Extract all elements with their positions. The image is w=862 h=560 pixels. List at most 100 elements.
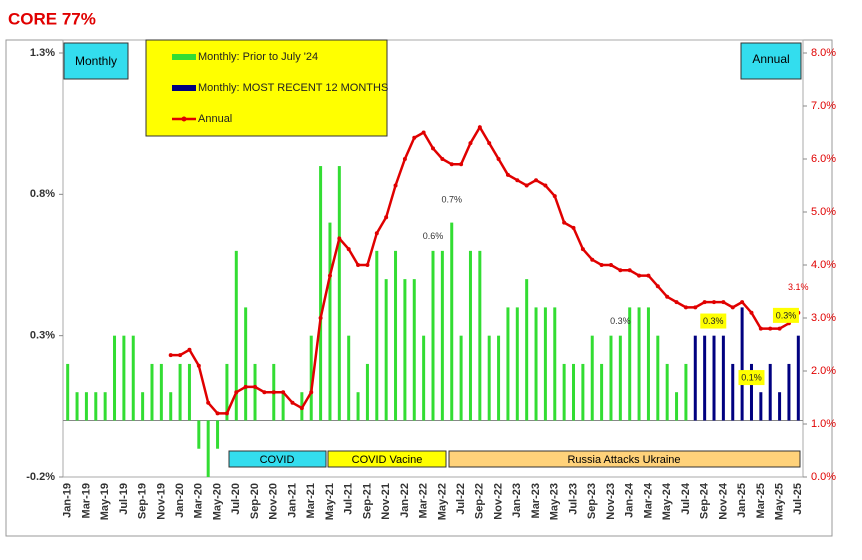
- period-label: Russia Attacks Ukraine: [567, 454, 680, 466]
- annual-point: [421, 130, 426, 135]
- bar: [665, 363, 669, 421]
- bar: [187, 363, 191, 421]
- annual-point: [206, 400, 211, 405]
- bar: [506, 307, 510, 421]
- bar: [693, 335, 697, 421]
- x-tick-label: May-25: [773, 483, 785, 520]
- y-tick-label: -0.2%: [26, 471, 55, 483]
- bar: [412, 279, 416, 421]
- annual-point: [534, 178, 539, 183]
- annual-point: [477, 125, 482, 130]
- annual-point: [281, 390, 286, 395]
- annual-point: [459, 162, 464, 167]
- bar: [450, 222, 454, 421]
- x-tick-label: Sep-23: [586, 483, 598, 519]
- y2-tick-label: 6.0%: [811, 153, 836, 165]
- legend-swatch: [172, 54, 196, 60]
- bar: [712, 335, 716, 421]
- x-tick-label: Nov-19: [155, 483, 167, 520]
- bar: [478, 250, 482, 421]
- annual-point: [487, 141, 492, 146]
- x-tick-label: Mar-21: [305, 483, 317, 518]
- bar: [459, 335, 463, 421]
- annual-point: [318, 316, 323, 320]
- x-tick-label: Mar-22: [418, 483, 430, 518]
- bar: [684, 363, 688, 421]
- annual-point: [683, 305, 688, 310]
- bar: [422, 335, 426, 421]
- annual-point: [702, 300, 707, 305]
- bar: [590, 335, 594, 421]
- annual-point: [665, 294, 670, 299]
- y2-tick-label: 8.0%: [811, 47, 836, 59]
- x-tick-label: May-23: [549, 483, 561, 520]
- annual-point: [356, 263, 361, 267]
- period-label: COVID: [260, 454, 295, 466]
- bar: [487, 335, 491, 421]
- legend-swatch: [181, 116, 187, 122]
- annual-point: [262, 390, 267, 395]
- y2-tick-label: 2.0%: [811, 365, 836, 377]
- bar: [84, 392, 88, 421]
- annual-point: [234, 390, 239, 395]
- annual-point: [374, 231, 379, 236]
- x-tick-label: Sep-19: [137, 483, 149, 519]
- x-tick-label: Jan-25: [736, 483, 748, 518]
- monthly-box: [63, 42, 129, 80]
- x-tick-label: Sep-21: [361, 483, 373, 519]
- bar: [197, 420, 201, 449]
- bar: [253, 363, 257, 421]
- annual-point: [224, 411, 229, 416]
- annual-point: [580, 247, 585, 252]
- bar: [169, 392, 173, 421]
- legend-label: Annual: [198, 113, 232, 125]
- annual-point: [505, 172, 510, 177]
- annual-point: [740, 300, 745, 305]
- x-tick-label: Sep-20: [249, 483, 261, 519]
- bar: [150, 363, 154, 421]
- bar: [131, 335, 135, 421]
- annual-point: [758, 326, 763, 331]
- annual-point: [178, 353, 183, 358]
- bar: [778, 392, 782, 421]
- bar: [206, 420, 210, 477]
- annual-point: [337, 236, 342, 241]
- x-tick-label: Jul-19: [118, 483, 130, 515]
- x-tick-label: Jan-22: [399, 483, 411, 518]
- x-tick-label: Sep-22: [474, 483, 486, 519]
- annual-point: [440, 157, 445, 161]
- bar: [431, 250, 435, 421]
- bar: [618, 335, 622, 421]
- x-tick-label: Jul-22: [455, 483, 467, 515]
- annual-point: [243, 384, 248, 389]
- bar: [122, 335, 126, 421]
- x-tick-label: Nov-20: [268, 483, 280, 520]
- annual-point: [402, 157, 407, 161]
- x-tick-label: May-21: [324, 483, 336, 520]
- bar: [403, 279, 407, 421]
- annual-point: [721, 300, 726, 305]
- y2-tick-label: 4.0%: [811, 259, 836, 271]
- x-tick-label: Jul-24: [680, 482, 692, 515]
- x-tick-label: Nov-24: [717, 482, 729, 520]
- bar: [94, 392, 98, 421]
- chart-title: CORE 77%: [8, 9, 96, 28]
- annual-point: [674, 300, 679, 305]
- bar: [365, 363, 369, 421]
- bar: [440, 250, 444, 421]
- annual-point: [693, 305, 698, 310]
- annual-point: [327, 273, 332, 278]
- plot-frame: [62, 39, 804, 478]
- x-tick-label: Jan-23: [511, 483, 523, 518]
- bar: [328, 222, 332, 421]
- y-tick-label: 1.3%: [30, 47, 55, 59]
- annual-point: [309, 390, 314, 395]
- bar: [740, 307, 744, 421]
- bar: [646, 307, 650, 421]
- annual-point: [749, 310, 754, 315]
- x-tick-label: Nov-22: [492, 483, 504, 520]
- bar: [675, 392, 679, 421]
- bar: [787, 363, 791, 421]
- annotation: 0.3%: [703, 316, 724, 326]
